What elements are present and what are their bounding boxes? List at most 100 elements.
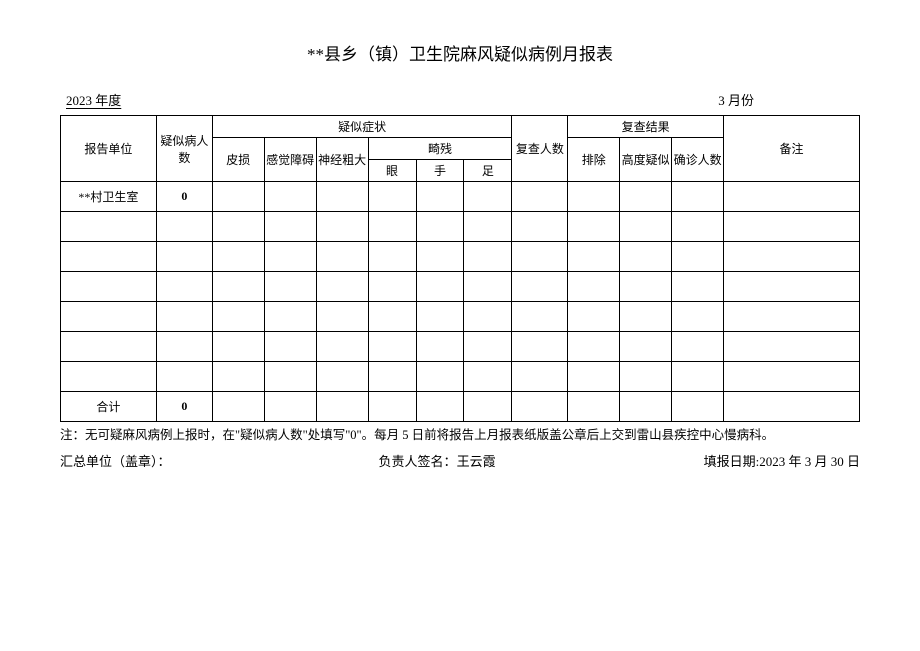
cell — [368, 332, 416, 362]
cell — [464, 242, 512, 272]
table-row — [61, 362, 860, 392]
cell — [368, 392, 416, 422]
cell — [464, 212, 512, 242]
cell — [620, 332, 672, 362]
report-date: 2023 年 3 月 30 日 — [759, 454, 860, 469]
cell — [416, 302, 464, 332]
cell — [368, 272, 416, 302]
table-row: **村卫生室 0 — [61, 182, 860, 212]
cell — [368, 302, 416, 332]
table-body: **村卫生室 0 — [61, 182, 860, 422]
th-disability: 畸残 — [368, 138, 512, 160]
th-recheck-result: 复查结果 — [568, 116, 724, 138]
cell-unit — [61, 332, 157, 362]
cell-count: 0 — [156, 182, 212, 212]
cell — [416, 332, 464, 362]
cell — [264, 362, 316, 392]
cell — [316, 182, 368, 212]
cell — [672, 362, 724, 392]
th-skin: 皮损 — [212, 138, 264, 182]
cell — [316, 392, 368, 422]
cell — [568, 212, 620, 242]
cell — [212, 332, 264, 362]
cell — [724, 272, 860, 302]
cell-unit — [61, 212, 157, 242]
th-report-unit: 报告单位 — [61, 116, 157, 182]
cell — [568, 362, 620, 392]
cell — [568, 392, 620, 422]
cell — [620, 362, 672, 392]
cell — [568, 302, 620, 332]
cell — [316, 212, 368, 242]
cell — [368, 212, 416, 242]
signer-block: 负责人签名：王云霞 — [171, 451, 704, 470]
th-confirmed: 确诊人数 — [672, 138, 724, 182]
cell — [724, 242, 860, 272]
th-hand: 手 — [416, 160, 464, 182]
cell — [724, 182, 860, 212]
cell — [264, 212, 316, 242]
cell — [620, 272, 672, 302]
cell — [212, 302, 264, 332]
cell — [464, 392, 512, 422]
report-table: 报告单位 疑似病人数 疑似症状 复查人数 复查结果 备注 皮损 感觉障碍 神经粗… — [60, 115, 860, 422]
cell — [672, 242, 724, 272]
cell — [368, 362, 416, 392]
cell — [464, 302, 512, 332]
table-row — [61, 272, 860, 302]
cell-unit — [61, 272, 157, 302]
cell-count — [156, 242, 212, 272]
cell-unit — [61, 302, 157, 332]
meta-row: 2023 年度 3 月份 — [60, 90, 860, 109]
cell — [672, 392, 724, 422]
signer-name: 王云霞 — [457, 454, 496, 469]
table-row — [61, 242, 860, 272]
cell — [620, 302, 672, 332]
cell-unit: **村卫生室 — [61, 182, 157, 212]
cell-total-label: 合计 — [61, 392, 157, 422]
cell — [568, 242, 620, 272]
cell — [264, 182, 316, 212]
th-recheck-count: 复查人数 — [512, 116, 568, 182]
cell — [724, 302, 860, 332]
th-eye: 眼 — [368, 160, 416, 182]
cell — [568, 332, 620, 362]
cell-count — [156, 362, 212, 392]
cell — [724, 212, 860, 242]
cell — [316, 242, 368, 272]
cell — [316, 272, 368, 302]
cell — [416, 212, 464, 242]
cell — [464, 182, 512, 212]
cell — [212, 272, 264, 302]
cell — [512, 362, 568, 392]
table-row — [61, 302, 860, 332]
cell — [672, 212, 724, 242]
cell — [368, 242, 416, 272]
cell — [416, 242, 464, 272]
cell — [416, 272, 464, 302]
cell — [620, 212, 672, 242]
cell — [464, 272, 512, 302]
cell — [316, 362, 368, 392]
cell — [212, 182, 264, 212]
cell — [672, 302, 724, 332]
cell — [264, 242, 316, 272]
cell — [620, 182, 672, 212]
cell — [672, 332, 724, 362]
report-date-label: 填报日期: — [704, 454, 760, 469]
signer-label: 负责人签名： — [379, 454, 457, 469]
cell — [724, 362, 860, 392]
cell — [512, 242, 568, 272]
cell — [672, 272, 724, 302]
cell — [512, 332, 568, 362]
cell — [212, 212, 264, 242]
footer-row: 汇总单位（盖章）： 负责人签名：王云霞 填报日期:2023 年 3 月 30 日 — [60, 451, 860, 470]
th-foot: 足 — [464, 160, 512, 182]
cell-count — [156, 332, 212, 362]
th-excluded: 排除 — [568, 138, 620, 182]
cell-unit — [61, 362, 157, 392]
cell — [416, 182, 464, 212]
th-remark: 备注 — [724, 116, 860, 182]
cell — [672, 182, 724, 212]
th-sensory: 感觉障碍 — [264, 138, 316, 182]
